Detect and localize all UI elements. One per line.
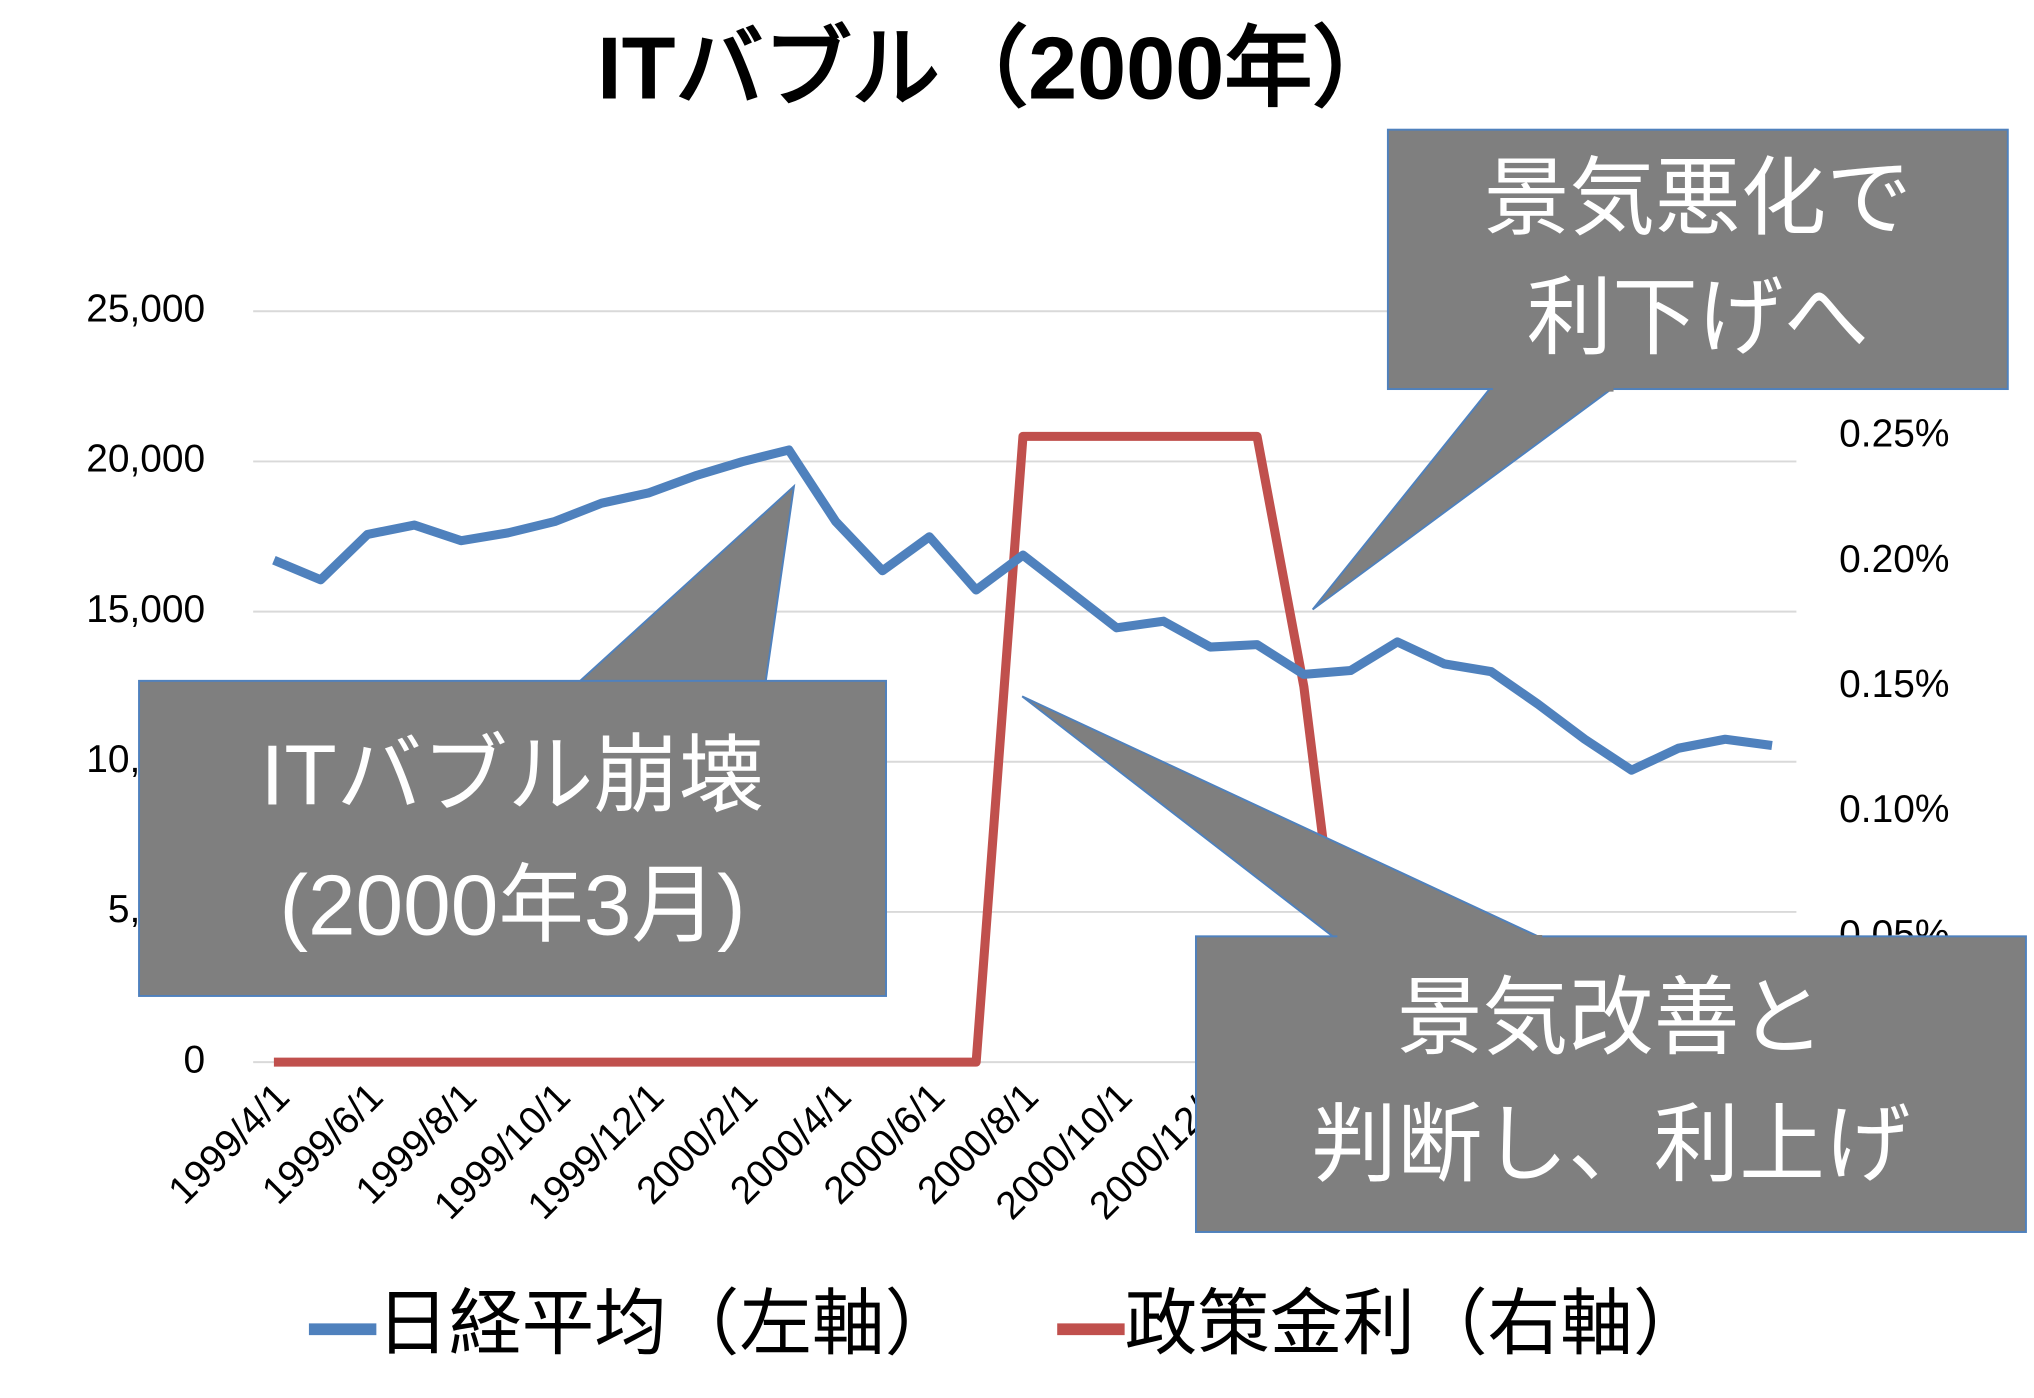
series-line [272,445,1773,775]
callout-text: 利下げへ [1527,271,1869,366]
callout-box [138,679,887,997]
callout-text: 景気悪化で [1484,152,1912,247]
callout-text: (2000年3月) [279,858,745,953]
callout-pointer [574,483,796,685]
y2-tick-label: 0.15% [1839,663,1949,706]
y-tick-label: 20,000 [86,438,205,481]
callout-text: 景気改善と [1397,971,1825,1066]
y2-tick-label: 0.25% [1839,413,1949,456]
callout-joint [1492,385,1614,392]
callout: ITバブル崩壊 (2000年3月) [138,483,887,997]
y-tick-label: 25,000 [86,288,205,331]
legend: 日経平均（左軸） 政策金利（右軸） [308,1283,1706,1364]
callout-text: ITバブル崩壊 [261,729,765,824]
chart-title: ITバブル（2000年） [597,19,1401,118]
legend-label: 日経平均（左軸） [376,1283,957,1364]
y-tick-label: 15,000 [86,588,205,631]
callout: 景気改善と 判断し、利上げ [1021,695,2027,1233]
y2-tick-label: 0.10% [1839,788,1949,831]
y2-tick-label: 0.20% [1839,538,1949,581]
callout-pointer [1311,385,1618,611]
y-tick-label: 0 [184,1038,206,1081]
callout-joint [1337,935,1543,942]
callout-pointer [1021,695,1544,940]
callout-text: 判断し、利上げ [1311,1098,1910,1193]
callout: 景気悪化で 利下げへ [1311,128,2009,611]
legend-label: 政策金利（右軸） [1125,1283,1706,1364]
callout-joint [577,682,766,688]
callout-box [1194,935,2027,1233]
callout-box [1386,128,2009,391]
